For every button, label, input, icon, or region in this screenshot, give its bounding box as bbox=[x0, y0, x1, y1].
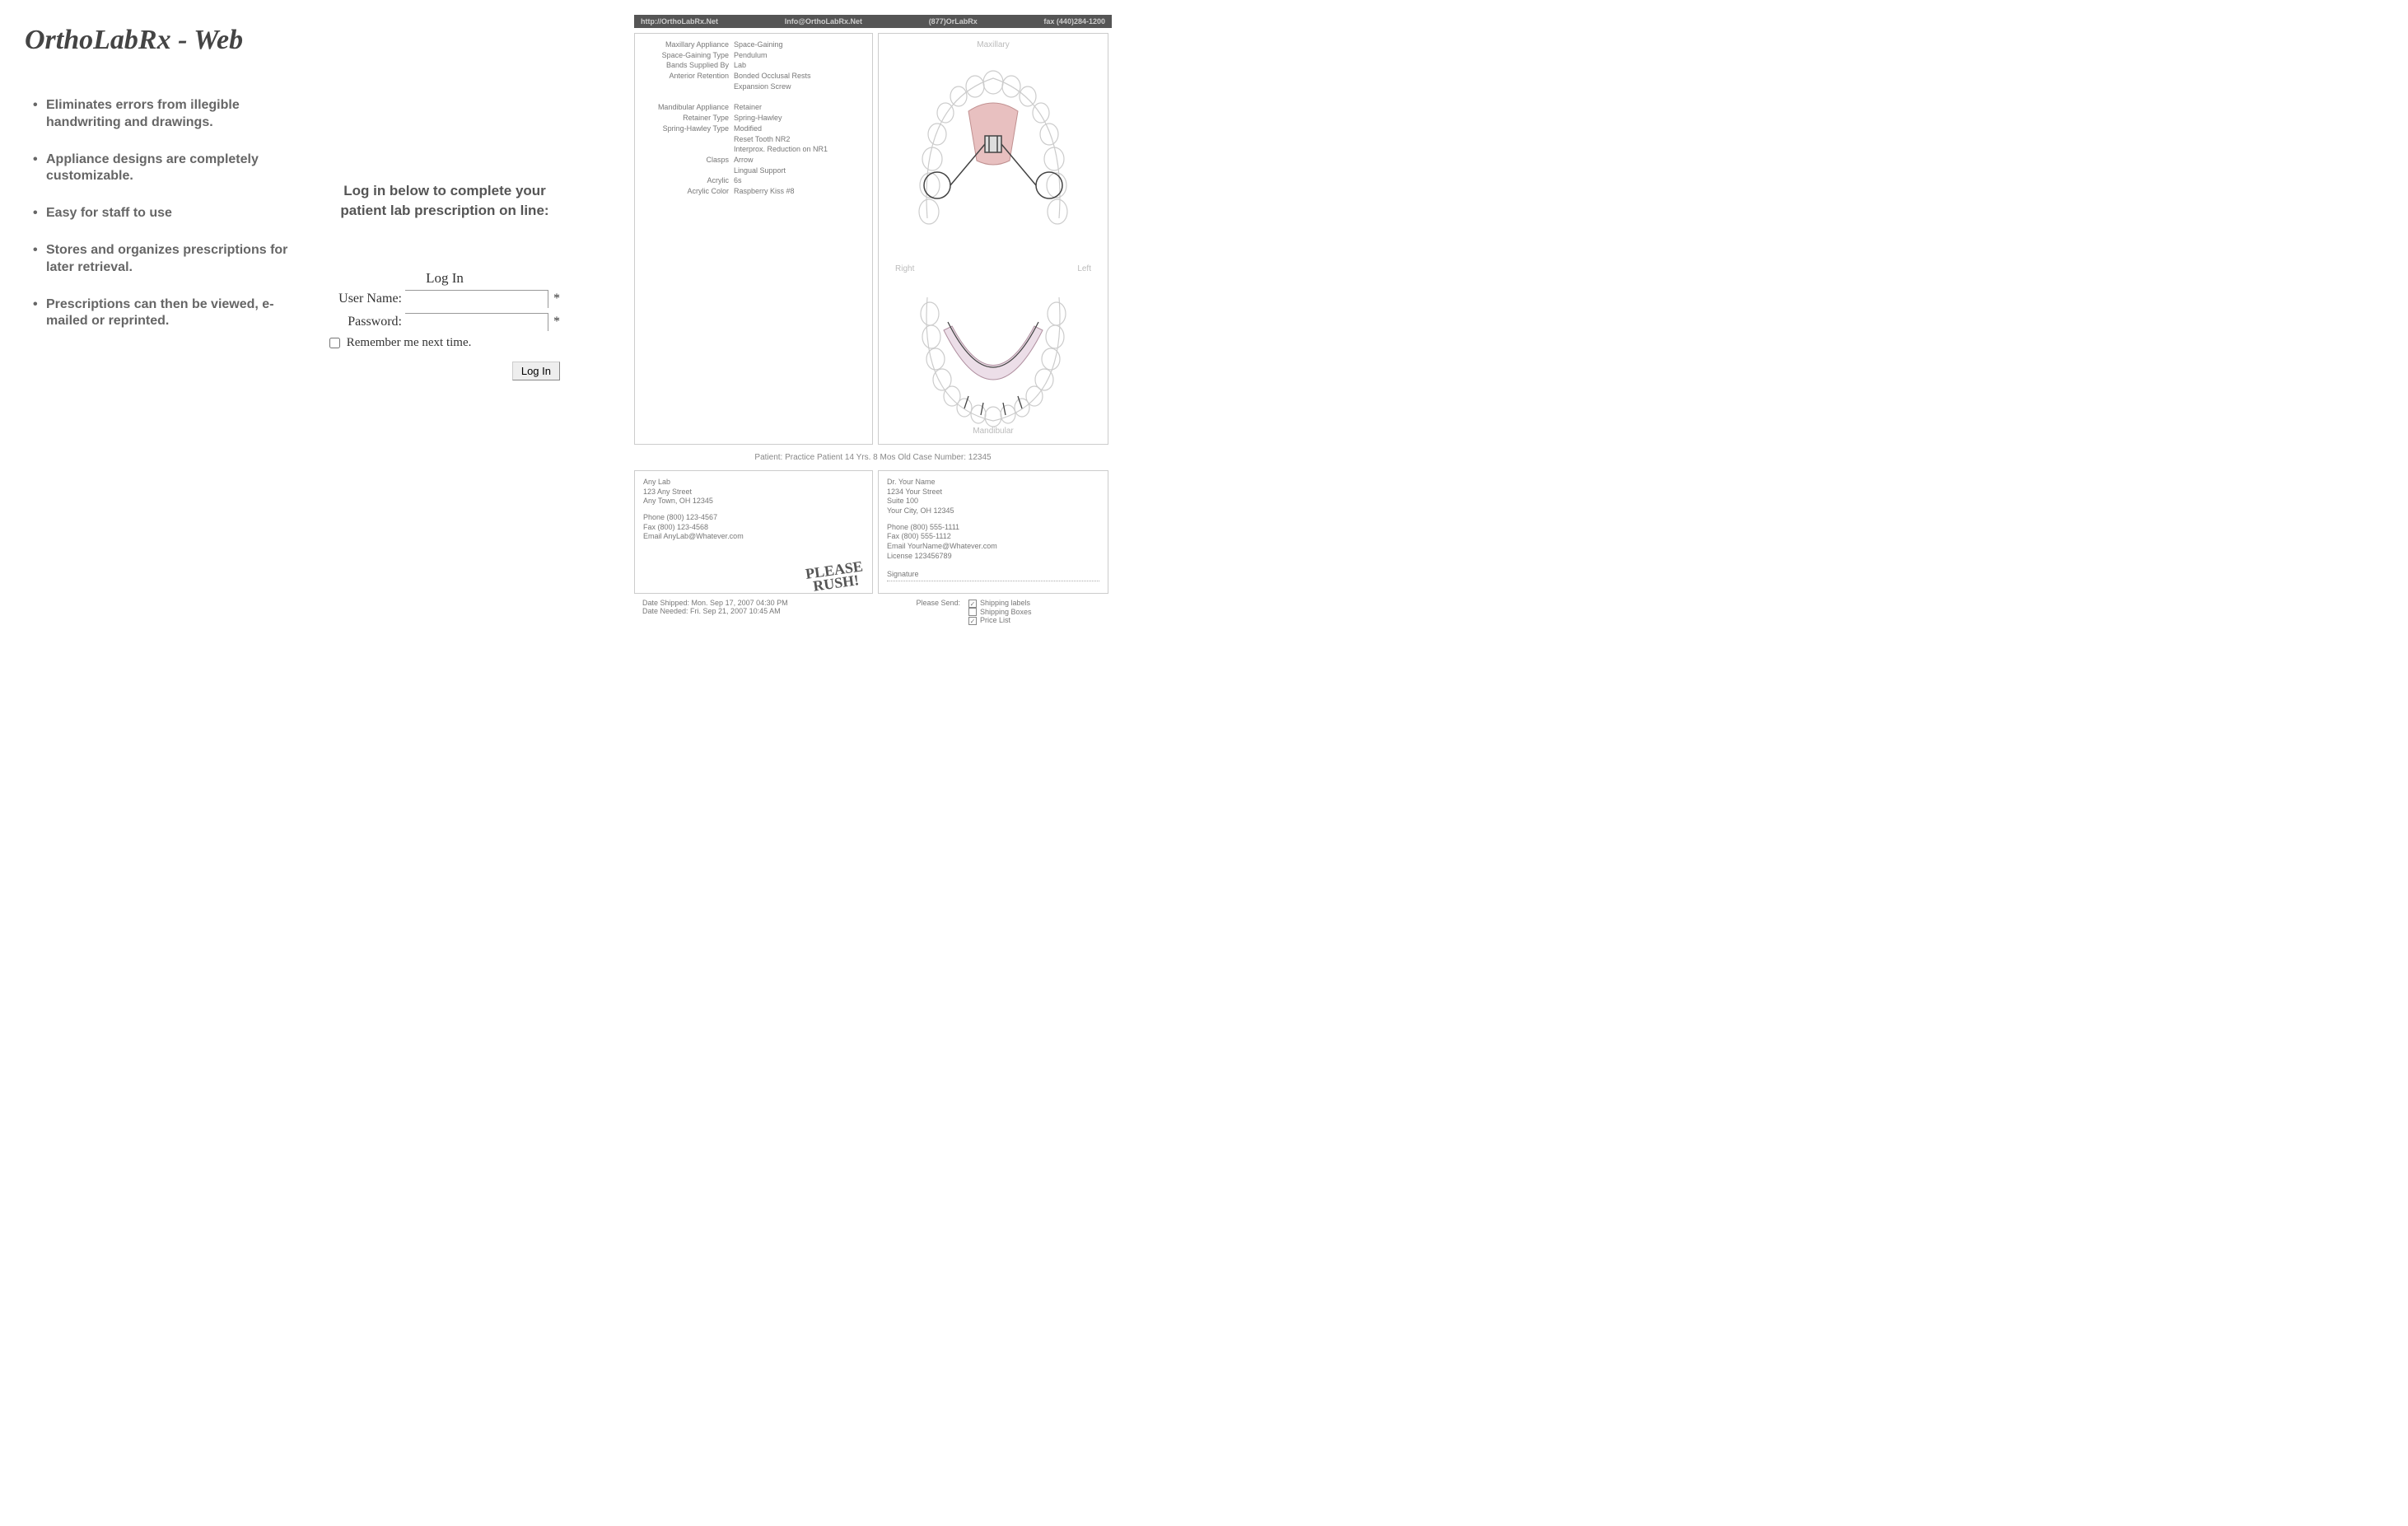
maxillary-specs: Maxillary ApplianceSpace-Gaining Space-G… bbox=[643, 40, 864, 91]
spec-value: Pendulum bbox=[734, 51, 864, 61]
feature-item: Prescriptions can then be viewed, e-mail… bbox=[33, 296, 313, 331]
login-button[interactable]: Log In bbox=[512, 362, 560, 380]
maxillary-arch-icon bbox=[903, 54, 1084, 243]
spec-label bbox=[643, 82, 734, 92]
spec-label: Spring-Hawley Type bbox=[643, 124, 734, 134]
ship-opt: Shipping labels bbox=[980, 599, 1030, 607]
spec-label: Mandibular Appliance bbox=[643, 103, 734, 113]
rx-lab-box: Any Lab 123 Any Street Any Town, OH 1234… bbox=[634, 470, 873, 594]
please-send: Please Send: ✓Shipping labels Shipping B… bbox=[878, 599, 1108, 625]
ship-opt: Shipping Boxes bbox=[980, 608, 1032, 616]
diagram-label-right: Right bbox=[895, 264, 914, 273]
spec-value: Expansion Screw bbox=[734, 82, 864, 92]
spec-value: Lingual Support bbox=[734, 166, 864, 176]
username-label: User Name: bbox=[329, 292, 405, 306]
ship-dates: Date Shipped: Mon. Sep 17, 2007 04:30 PM… bbox=[634, 599, 873, 625]
dr-street: 1234 Your Street bbox=[887, 488, 1099, 497]
rx-header-url: http://OrthoLabRx.Net bbox=[641, 17, 718, 26]
rx-doctor-box: Dr. Your Name 1234 Your Street Suite 100… bbox=[878, 470, 1108, 594]
feature-item: Appliance designs are completely customi… bbox=[33, 152, 313, 186]
spec-value: 6s bbox=[734, 176, 864, 186]
mandibular-specs: Mandibular ApplianceRetainer Retainer Ty… bbox=[643, 103, 864, 196]
rx-specs-box: Maxillary ApplianceSpace-Gaining Space-G… bbox=[634, 33, 873, 445]
signature-line: Signature bbox=[887, 570, 1099, 582]
dr-fax: Fax (800) 555-1112 bbox=[887, 532, 1099, 542]
spec-label: Acrylic Color bbox=[643, 187, 734, 197]
dr-suite: Suite 100 bbox=[887, 497, 1099, 506]
spec-label: Retainer Type bbox=[643, 114, 734, 124]
lab-phone: Phone (800) 123-4567 bbox=[643, 513, 864, 523]
rx-header-fax: fax (440)284-1200 bbox=[1043, 17, 1105, 26]
rx-header-bar: http://OrthoLabRx.Net Info@OrthoLabRx.Ne… bbox=[634, 15, 1112, 28]
lab-street: 123 Any Street bbox=[643, 488, 864, 497]
spec-label: Bands Supplied By bbox=[643, 61, 734, 71]
login-intro: Log in below to complete your patient la… bbox=[329, 181, 560, 221]
login-panel: Log in below to complete your patient la… bbox=[329, 181, 560, 380]
dr-name: Dr. Your Name bbox=[887, 478, 1099, 488]
rx-header-phone: (877)OrLabRx bbox=[929, 17, 978, 26]
rush-stamp: PLEASERUSH! bbox=[805, 559, 866, 594]
spec-value: Lab bbox=[734, 61, 864, 71]
date-shipped: Date Shipped: Mon. Sep 17, 2007 04:30 PM bbox=[642, 599, 873, 607]
spec-value: Bonded Occlusal Rests bbox=[734, 72, 864, 82]
spec-label bbox=[643, 145, 734, 155]
dr-city: Your City, OH 12345 bbox=[887, 506, 1099, 516]
feature-list: Eliminates errors from illegible handwri… bbox=[25, 97, 313, 330]
spec-label bbox=[643, 135, 734, 145]
ship-opt: Price List bbox=[980, 616, 1010, 624]
password-label: Password: bbox=[329, 315, 405, 329]
spec-value: Raspberry Kiss #8 bbox=[734, 187, 864, 197]
password-input[interactable] bbox=[405, 313, 548, 331]
feature-item: Stores and organizes prescriptions for l… bbox=[33, 242, 313, 277]
lab-email: Email AnyLab@Whatever.com bbox=[643, 532, 864, 542]
spec-value: Space-Gaining bbox=[734, 40, 864, 50]
spec-value: Arrow bbox=[734, 156, 864, 166]
required-icon: * bbox=[553, 292, 560, 306]
spec-value: Interprox. Reduction on NR1 bbox=[734, 145, 864, 155]
dr-email: Email YourName@Whatever.com bbox=[887, 542, 1099, 552]
spec-label: Space-Gaining Type bbox=[643, 51, 734, 61]
lab-name: Any Lab bbox=[643, 478, 864, 488]
username-input[interactable] bbox=[405, 290, 548, 308]
diagram-label-mandibular: Mandibular bbox=[879, 427, 1108, 436]
required-icon: * bbox=[553, 315, 560, 329]
diagram-label-maxillary: Maxillary bbox=[879, 40, 1108, 49]
rx-patient-line: Patient: Practice Patient 14 Yrs. 8 Mos … bbox=[634, 453, 1112, 462]
spec-label: Anterior Retention bbox=[643, 72, 734, 82]
remember-label: Remember me next time. bbox=[347, 336, 472, 349]
checkbox-icon: ✓ bbox=[968, 600, 977, 608]
diagram-label-left: Left bbox=[1077, 264, 1091, 273]
rx-preview: http://OrthoLabRx.Net Info@OrthoLabRx.Ne… bbox=[634, 15, 1112, 625]
checkbox-icon bbox=[968, 608, 977, 616]
marketing-panel: OrthoLabRx - Web Eliminates errors from … bbox=[25, 25, 313, 350]
spec-value: Reset Tooth NR2 bbox=[734, 135, 864, 145]
spec-value: Spring-Hawley bbox=[734, 114, 864, 124]
spec-label: Maxillary Appliance bbox=[643, 40, 734, 50]
mandibular-arch-icon bbox=[903, 281, 1084, 429]
lab-fax: Fax (800) 123-4568 bbox=[643, 523, 864, 533]
dr-license: License 123456789 bbox=[887, 552, 1099, 562]
spec-label: Clasps bbox=[643, 156, 734, 166]
spec-value: Retainer bbox=[734, 103, 864, 113]
lab-city: Any Town, OH 12345 bbox=[643, 497, 864, 506]
spec-label bbox=[643, 166, 734, 176]
rx-header-email: Info@OrthoLabRx.Net bbox=[785, 17, 862, 26]
please-send-label: Please Send: bbox=[878, 599, 968, 625]
date-needed: Date Needed: Fri. Sep 21, 2007 10:45 AM bbox=[642, 607, 873, 615]
spec-value: Modified bbox=[734, 124, 864, 134]
remember-checkbox[interactable] bbox=[329, 338, 340, 348]
dr-phone: Phone (800) 555-1111 bbox=[887, 523, 1099, 533]
checkbox-icon: ✓ bbox=[968, 617, 977, 625]
feature-item: Easy for staff to use bbox=[33, 205, 313, 222]
login-form: Log In User Name: * Password: * Remember… bbox=[329, 270, 560, 380]
feature-item: Eliminates errors from illegible handwri… bbox=[33, 97, 313, 132]
login-title: Log In bbox=[329, 270, 560, 287]
logo-text: OrthoLabRx - Web bbox=[25, 25, 313, 56]
rx-diagram-box: Maxillary bbox=[878, 33, 1108, 445]
spec-label: Acrylic bbox=[643, 176, 734, 186]
